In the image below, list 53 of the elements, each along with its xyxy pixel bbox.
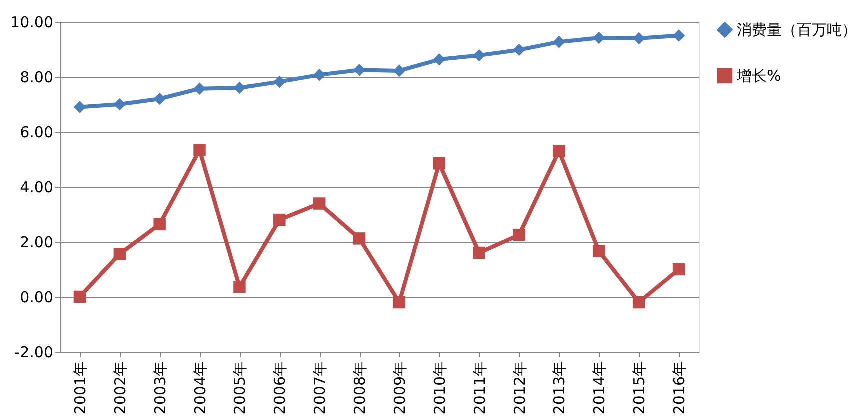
point (154, 218, 166, 231)
point (513, 229, 526, 242)
point (274, 214, 286, 226)
point (593, 245, 606, 258)
y-tick-label: 10.00 (10, 14, 54, 32)
x-tick-label: 2010年 (430, 362, 449, 415)
x-tick-label: 2015年 (630, 362, 649, 415)
y-tick-label: 6.00 (20, 124, 54, 142)
point (473, 246, 486, 260)
point (433, 54, 446, 66)
y-tick-label: 0.00 (20, 288, 54, 306)
point (234, 82, 246, 94)
x-tick-label: 2008年 (351, 362, 370, 415)
x-tick-label: 2005年 (231, 362, 250, 415)
y-tick-label: 2.00 (20, 234, 54, 252)
x-tick-label: 2006年 (271, 362, 290, 415)
point (553, 145, 566, 158)
point (353, 232, 366, 245)
x-tick-label: 2016年 (670, 362, 689, 415)
point (194, 144, 206, 156)
x-tick-label: 2002年 (111, 362, 130, 415)
point (274, 76, 286, 88)
point (154, 92, 166, 106)
point (313, 198, 326, 210)
point (194, 82, 206, 95)
x-tick-label: 2014年 (590, 362, 609, 415)
point (313, 68, 326, 82)
legend-label: 增长% (736, 67, 782, 85)
point (632, 296, 646, 309)
y-tick-label: 8.00 (20, 68, 54, 86)
y-tick-label: 4.00 (20, 178, 54, 196)
point (672, 30, 686, 42)
x-tick-label: 2012年 (510, 362, 529, 415)
x-tick-label: 2009年 (390, 362, 409, 415)
point (553, 36, 566, 48)
x-tick-label: 2004年 (191, 362, 210, 415)
legend-label: 消费量（百万吨） (737, 21, 857, 39)
point (433, 158, 446, 170)
point (513, 44, 526, 56)
point (393, 296, 406, 309)
y-tick-label: -2.00 (14, 344, 54, 362)
point (114, 248, 126, 260)
point (74, 290, 86, 304)
point (74, 101, 86, 114)
point (114, 98, 126, 111)
x-tick-label: 2007年 (311, 362, 330, 415)
point (672, 263, 686, 276)
x-tick-label: 2011年 (470, 362, 489, 415)
x-tick-label: 2003年 (151, 362, 170, 415)
x-tick-label: 2013年 (550, 362, 569, 415)
x-tick-label: 2001年 (71, 362, 90, 415)
point (473, 49, 486, 62)
point (234, 280, 246, 294)
